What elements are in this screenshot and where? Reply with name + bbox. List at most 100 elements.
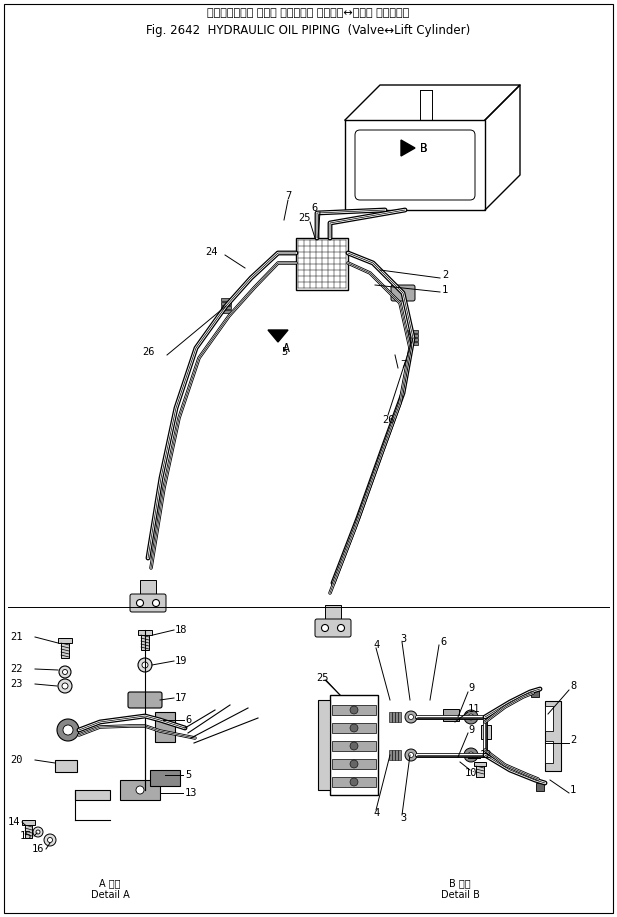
Circle shape [468,752,474,758]
Text: 11: 11 [468,704,481,714]
Bar [408,330,418,333]
Text: 13: 13 [185,788,197,798]
Bar [61,638,69,658]
FancyBboxPatch shape [128,692,162,708]
Text: 7: 7 [285,191,291,201]
Circle shape [350,724,358,732]
Text: 26: 26 [142,347,154,357]
Bar [474,762,486,766]
Bar [221,302,231,305]
Text: 17: 17 [175,693,188,703]
Text: A 詳細
Detail A: A 詳細 Detail A [91,878,130,900]
Text: 10: 10 [465,768,478,778]
Bar [389,712,392,722]
Text: ハイドロリック オイル パイピング （バルブ↔リフト シリンダ）: ハイドロリック オイル パイピング （バルブ↔リフト シリンダ） [207,8,409,18]
FancyBboxPatch shape [130,594,166,612]
FancyBboxPatch shape [391,285,415,301]
Circle shape [48,837,52,843]
Bar [395,712,398,722]
Circle shape [405,749,417,761]
Text: 4: 4 [373,808,379,818]
Text: 25: 25 [316,673,328,683]
Text: Fig. 2642  HYDRAULIC OIL PIPING  (Valve↔Lift Cylinder): Fig. 2642 HYDRAULIC OIL PIPING (Valve↔Li… [146,24,470,37]
Text: 7: 7 [400,360,406,370]
Circle shape [36,830,40,834]
Text: 16: 16 [32,844,44,854]
Text: 5: 5 [185,770,191,780]
Text: 3: 3 [400,634,406,644]
Bar [332,705,376,715]
Text: 9: 9 [468,683,474,693]
Circle shape [57,719,79,741]
Circle shape [62,669,67,675]
Text: 25: 25 [298,213,310,223]
Bar [221,306,231,309]
Circle shape [44,834,56,846]
Bar [22,820,35,825]
Circle shape [136,600,144,606]
Circle shape [321,624,328,632]
Bar [545,706,553,731]
Circle shape [408,753,413,757]
Bar [25,820,32,838]
Circle shape [350,706,358,714]
Text: 5: 5 [281,347,288,357]
Text: 1: 1 [570,785,576,795]
Circle shape [337,624,344,632]
Text: 2: 2 [442,270,448,280]
Bar [318,700,330,790]
Bar [332,777,376,787]
Text: 3: 3 [400,813,406,823]
Bar [141,630,149,650]
Bar [325,605,341,621]
Circle shape [464,748,478,762]
Text: 26: 26 [382,415,394,425]
Text: 24: 24 [205,247,218,257]
Bar [408,334,418,337]
Bar [398,750,401,760]
Text: 12: 12 [480,750,492,760]
Bar [332,723,376,733]
Bar [545,701,561,771]
Bar [140,580,156,596]
Bar [155,712,175,742]
Circle shape [350,778,358,786]
Bar [545,741,553,763]
Circle shape [138,658,152,672]
Circle shape [142,662,148,668]
Circle shape [33,827,43,837]
Text: 4: 4 [373,640,379,650]
Bar [58,638,72,643]
Bar [531,689,539,697]
Bar [296,238,348,290]
Bar [392,750,395,760]
Bar [398,712,401,722]
Circle shape [58,679,72,693]
Bar [443,709,459,721]
Text: 15: 15 [20,831,33,841]
Text: 9: 9 [468,725,474,735]
Bar [221,298,231,301]
Bar [395,750,398,760]
Text: 21: 21 [10,632,22,642]
Text: 6: 6 [311,203,317,213]
FancyBboxPatch shape [315,619,351,637]
Circle shape [136,786,144,794]
Text: 19: 19 [175,656,188,666]
Bar [481,725,491,739]
Circle shape [59,666,71,678]
Text: 2: 2 [570,735,576,745]
Bar [408,338,418,341]
Bar [221,310,231,313]
Circle shape [350,742,358,750]
Text: 6: 6 [185,715,191,725]
Text: 1: 1 [442,285,448,295]
Circle shape [152,600,160,606]
Text: B: B [420,141,427,154]
Circle shape [405,711,417,723]
Text: 8: 8 [570,681,576,691]
Circle shape [464,710,478,724]
Text: B: B [420,141,428,154]
Bar [392,712,395,722]
Bar [332,759,376,769]
